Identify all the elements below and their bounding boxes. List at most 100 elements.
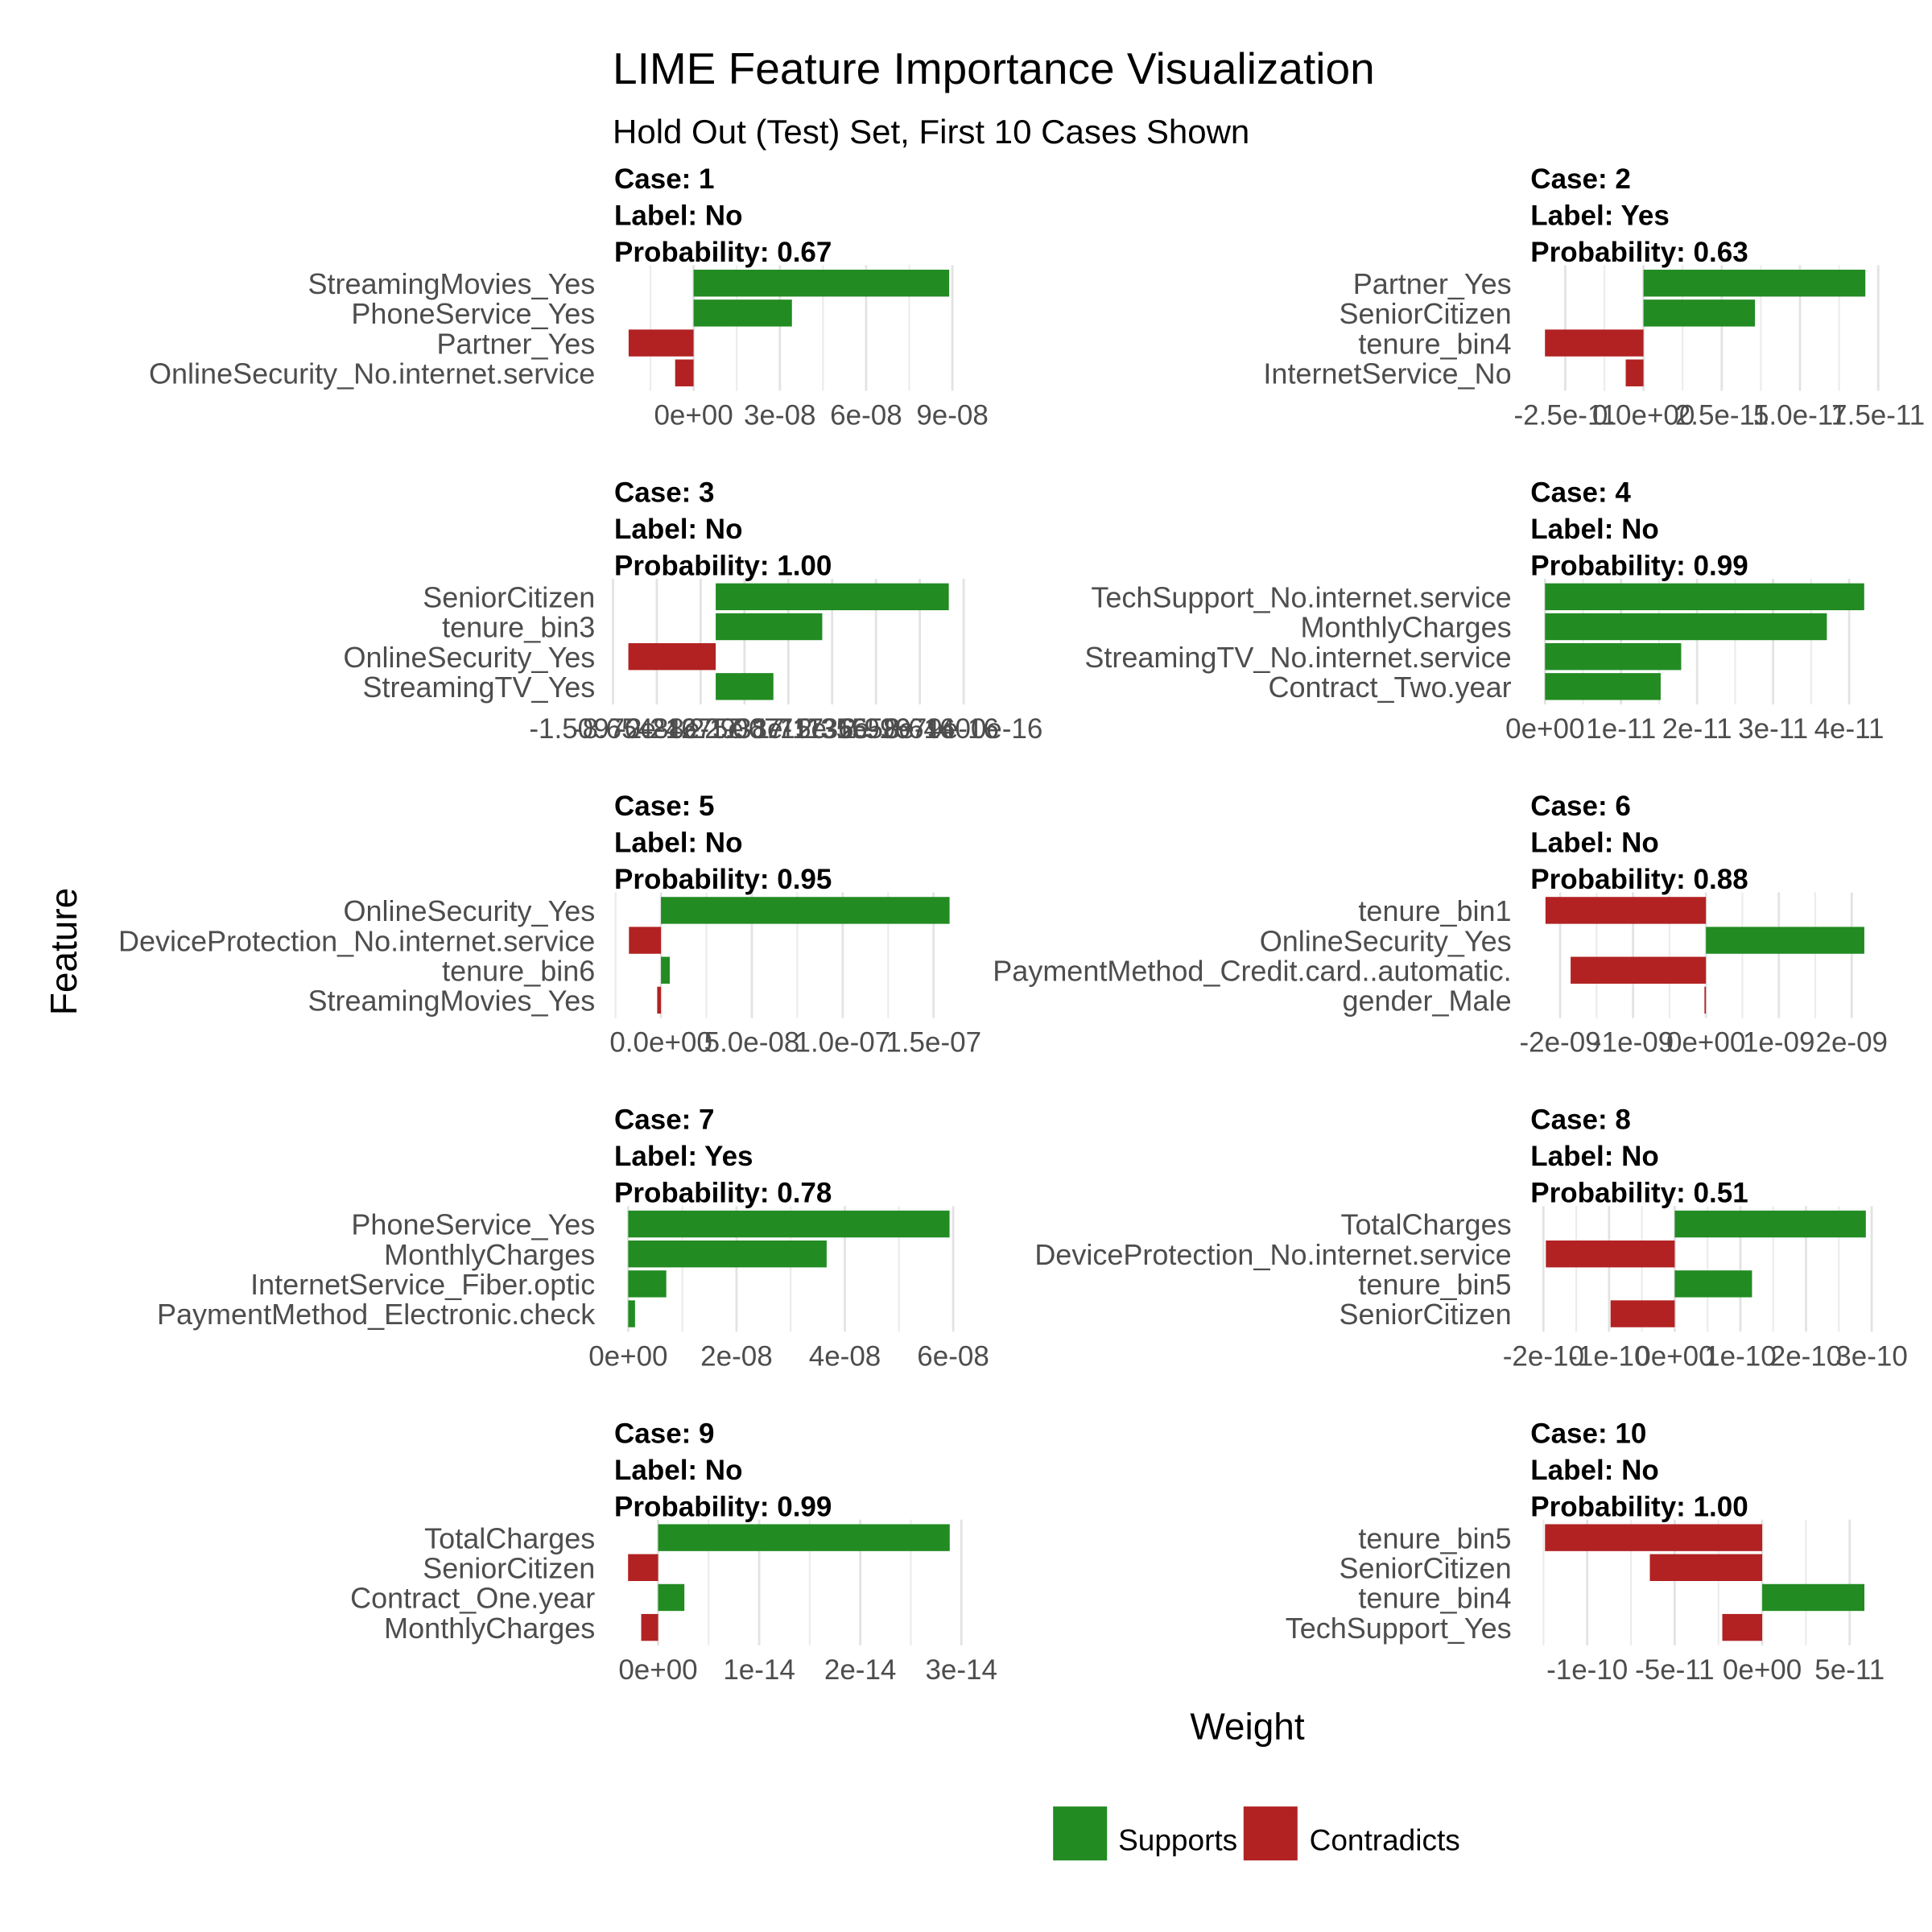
- x-tick-label: 5e-11: [1814, 1654, 1885, 1686]
- x-tick-label: 5.0e-11: [1753, 400, 1847, 431]
- y-axis-label: OnlineSecurity_Yes: [1260, 924, 1512, 957]
- y-axis-label: SeniorCitizen: [1339, 1298, 1511, 1331]
- facet-strip-line-2: Label: No: [1530, 1141, 1658, 1172]
- bar-InternetService_No: [1625, 359, 1644, 386]
- legend-key-supports: [1053, 1806, 1108, 1861]
- facet-case-3: Case: 3 Label: No Probability: 1.00 -1.5097…: [343, 477, 1042, 745]
- y-axis-label: PaymentMethod_Electronic.check: [157, 1298, 596, 1331]
- facet-strip-line-1: Case: 2: [1530, 163, 1631, 195]
- bar-gender_Male: [1704, 986, 1707, 1014]
- facet-case-10: Case: 10 Label: No Probability: 1.00 -1e-10…: [1286, 1418, 1885, 1686]
- x-tick-label: 2e-14: [824, 1654, 897, 1686]
- bar-PhoneService_Yes: [628, 1210, 950, 1238]
- x-tick-label: 2e-09: [1815, 1027, 1888, 1059]
- y-axis-label: OnlineSecurity_Yes: [343, 894, 595, 927]
- x-tick-label: 4e-11: [1814, 713, 1885, 745]
- facet-strip-line-3: Probability: 0.51: [1530, 1178, 1748, 1209]
- y-axis-label: Contract_One.year: [350, 1582, 595, 1615]
- facet-strip-line-2: Label: No: [1530, 1455, 1658, 1486]
- facet-strip-line-2: Label: No: [614, 200, 742, 231]
- bar-StreamingTV_No.internet.service: [1545, 642, 1682, 671]
- facet-case-7: Case: 7 Label: Yes Probability: 0.78 0e+00 2…: [157, 1104, 989, 1373]
- y-axis-label: TechSupport_No.internet.service: [1091, 581, 1511, 614]
- facet-strip-line-3: Probability: 1.00: [614, 551, 832, 582]
- bar-tenure_bin5: [1674, 1270, 1752, 1298]
- x-tick-label: 1e-14: [723, 1654, 795, 1686]
- x-tick-label: 9e-08: [916, 400, 989, 431]
- bar-StreamingTV_Yes: [716, 673, 774, 700]
- y-axis-label: PaymentMethod_Credit.card..automatic.: [993, 954, 1511, 987]
- y-axis-label: tenure_bin5: [1358, 1521, 1511, 1554]
- x-tick-label: 3e-14: [925, 1654, 997, 1686]
- y-axis-label: StreamingTV_No.internet.service: [1084, 641, 1511, 674]
- x-tick-label: 1e-10: [1704, 1340, 1777, 1372]
- facet-strip-line-3: Probability: 0.88: [1530, 864, 1748, 895]
- x-tick-label: 6e-08: [830, 400, 902, 431]
- bar-Partner_Yes: [628, 329, 694, 357]
- x-tick-label: 1.5e-07: [886, 1027, 981, 1059]
- bar-OnlineSecurity_No.internet.service: [675, 359, 694, 386]
- bar-Contract_One.year: [658, 1583, 685, 1612]
- x-tick-label: 2e-11: [1662, 713, 1732, 745]
- bar-tenure_bin5: [1545, 1524, 1763, 1551]
- facet-strip-line-3: Probability: 0.67: [614, 237, 832, 268]
- y-axis-label: tenure_bin5: [1358, 1268, 1511, 1301]
- x-tick-label: -2e-09: [1519, 1027, 1600, 1059]
- bar-tenure_bin3: [716, 613, 823, 641]
- bar-InternetService_Fiber.optic: [628, 1270, 667, 1298]
- x-tick-label: 4e-08: [809, 1340, 881, 1372]
- y-axis-label: MonthlyCharges: [1300, 611, 1511, 644]
- x-tick-label: 3e-10: [1835, 1340, 1908, 1372]
- facet-strip-line-1: Case: 3: [614, 477, 715, 509]
- bar-MonthlyCharges: [641, 1613, 658, 1641]
- legend-key-contradicts: [1243, 1806, 1298, 1861]
- facet-strip-line-1: Case: 5: [614, 791, 715, 822]
- y-axis-label: tenure_bin6: [442, 954, 595, 987]
- y-axis-label: TechSupport_Yes: [1286, 1612, 1512, 1645]
- facet-strip-line-1: Case: 7: [614, 1104, 715, 1136]
- x-tick-label: -1e-10: [1546, 1654, 1628, 1686]
- bar-SeniorCitizen: [1649, 1554, 1763, 1581]
- x-tick-label: 0e+00: [588, 1340, 667, 1372]
- y-axis-title: Feature: [43, 888, 85, 1016]
- x-tick-label: 7.5e-11: [1831, 400, 1925, 431]
- y-axis-label: TotalCharges: [1340, 1208, 1511, 1241]
- x-tick-label: 3.64400e-16: [885, 713, 1043, 745]
- x-tick-label: -1e-10: [1568, 1340, 1649, 1372]
- y-axis-label: tenure_bin3: [442, 611, 595, 644]
- facet-case-5: Case: 5 Label: No Probability: 0.95 0.0e+00…: [118, 791, 981, 1059]
- bar-TotalCharges: [658, 1524, 950, 1551]
- facet-strip-line-3: Probability: 0.99: [1530, 551, 1748, 582]
- y-axis-label: StreamingTV_Yes: [362, 671, 595, 704]
- x-tick-label: 1e-11: [1586, 713, 1656, 745]
- y-axis-label: SeniorCitizen: [1339, 1552, 1511, 1585]
- x-tick-label: 2.35558e-16: [797, 713, 956, 745]
- y-axis-label: InternetService_No: [1263, 357, 1511, 390]
- x-tick-label: 1.71136e-16: [754, 713, 910, 745]
- facet-strip-line-2: Label: No: [614, 828, 742, 859]
- bar-SeniorCitizen: [716, 583, 949, 611]
- facet-strip-line-2: Label: Yes: [1530, 200, 1670, 231]
- y-axis-label: StreamingMovies_Yes: [308, 985, 595, 1018]
- y-axis-label: tenure_bin4: [1358, 1582, 1511, 1615]
- bar-PhoneService_Yes: [693, 299, 792, 327]
- y-axis-label: SeniorCitizen: [423, 581, 595, 614]
- facet-strip-line-1: Case: 4: [1530, 477, 1631, 509]
- facet-strip-line-2: Label: No: [614, 1455, 742, 1486]
- x-tick-label: 5.0e-08: [704, 1027, 800, 1059]
- x-tick-label: 0e+00: [1723, 1654, 1802, 1686]
- facet-strip-line-1: Case: 6: [1530, 791, 1631, 822]
- x-tick-label: 2.99979e-16: [840, 713, 999, 745]
- bar-SeniorCitizen: [628, 1554, 658, 1581]
- y-axis-label: Partner_Yes: [1353, 267, 1512, 300]
- facet-strip-line-1: Case: 10: [1530, 1418, 1646, 1449]
- x-axis-title: Weight: [1190, 1706, 1305, 1748]
- bar-tenure_bin4: [1545, 329, 1644, 357]
- legend: Supports Contradicts: [1053, 1806, 1460, 1861]
- bar-StreamingMovies_Yes: [657, 986, 662, 1014]
- bar-tenure_bin1: [1545, 897, 1707, 924]
- x-tick-label: 3e-11: [1738, 713, 1808, 745]
- x-tick-label: 4.22938e-17: [666, 713, 824, 745]
- y-axis-label: DeviceProtection_No.internet.service: [118, 924, 595, 957]
